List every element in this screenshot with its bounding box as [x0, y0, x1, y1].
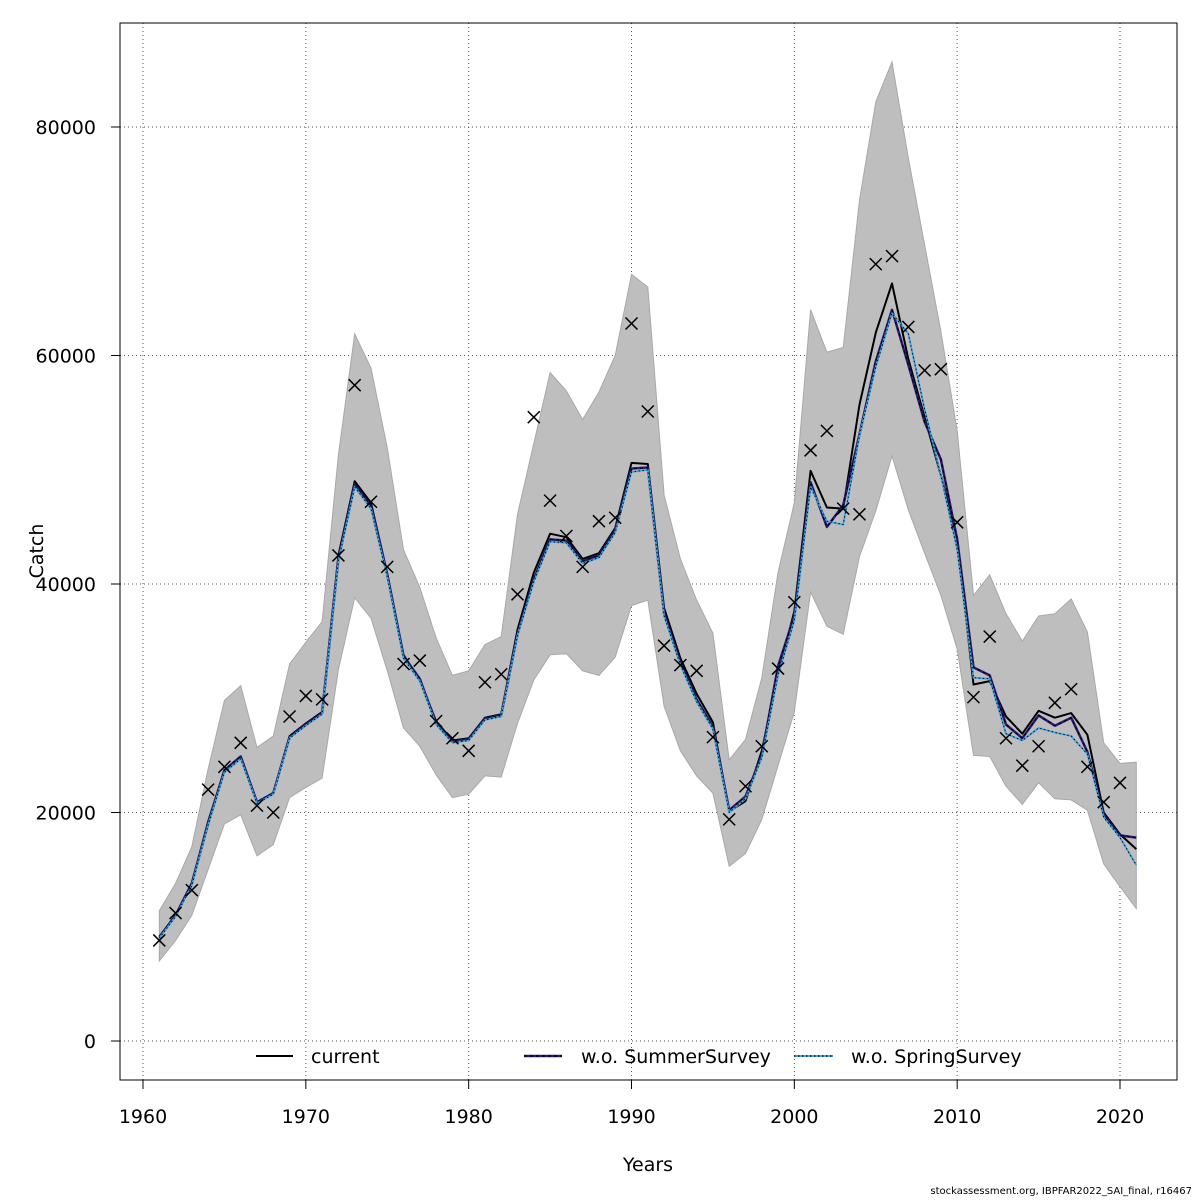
- observed-point-1992: [657, 639, 671, 653]
- observed-point-2006: [885, 249, 899, 263]
- observed-point-2008: [918, 363, 932, 377]
- observed-markers: [152, 249, 1127, 947]
- observed-point-2005: [869, 257, 883, 271]
- observed-point-1990: [624, 316, 639, 331]
- observed-point-1998: [755, 739, 769, 753]
- x-tick-label: 1970: [282, 1106, 330, 1128]
- x-tick-label: 2010: [933, 1106, 981, 1128]
- plot-frame: [119, 22, 1178, 1081]
- observed-point-1981: [478, 675, 492, 689]
- x-axis-title: Years: [622, 1154, 673, 1176]
- observed-point-1961: [152, 933, 166, 947]
- observed-point-1997: [738, 779, 753, 793]
- observed-point-2001: [804, 443, 818, 457]
- series-lines: [158, 282, 1138, 939]
- x-tick-label: 1960: [119, 1106, 167, 1128]
- observed-point-2014: [1015, 759, 1029, 773]
- series-line-w-o-springsurvey-overlay: [158, 312, 1137, 939]
- x-tick-label: 2020: [1096, 1106, 1144, 1128]
- observed-point-2011: [966, 690, 980, 704]
- observed-point-2013: [999, 731, 1013, 745]
- observed-point-2018: [1080, 760, 1094, 774]
- observed-point-2020: [1113, 776, 1127, 790]
- observed-point-1986: [559, 529, 573, 543]
- observed-point-1995: [706, 730, 720, 744]
- observed-point-1968: [266, 805, 280, 820]
- observed-point-1974: [364, 495, 378, 509]
- observed-point-2003: [836, 502, 850, 516]
- observed-point-1987: [576, 560, 590, 574]
- observed-point-2007: [901, 320, 915, 334]
- legend-label-spring: w.o. SpringSurvey: [851, 1046, 1022, 1068]
- observed-point-1962: [169, 906, 183, 920]
- observed-point-1967: [250, 799, 264, 813]
- observed-point-1989: [608, 511, 622, 525]
- observed-point-1978: [429, 714, 443, 728]
- x-tick-label: 1990: [607, 1106, 655, 1128]
- observed-point-1988: [592, 514, 606, 528]
- y-axis: 0 20000 40000 60000 80000: [36, 117, 120, 1053]
- observed-point-2004: [852, 507, 866, 521]
- observed-point-2002: [820, 424, 834, 438]
- x-tick-label: 1980: [444, 1106, 492, 1128]
- observed-point-2017: [1064, 682, 1078, 696]
- observed-point-1972: [331, 548, 345, 562]
- observed-point-1971: [315, 692, 329, 706]
- observed-point-1969: [283, 709, 297, 724]
- observed-point-1977: [413, 654, 427, 668]
- legend-label-summer: w.o. SummerSurvey: [581, 1046, 771, 1068]
- observed-point-1963: [185, 883, 199, 897]
- x-tick-label: 2000: [770, 1106, 818, 1128]
- observed-point-1979: [445, 731, 459, 745]
- observed-point-1975: [380, 560, 394, 574]
- observed-point-1984: [527, 410, 541, 424]
- observed-point-2010: [950, 515, 964, 529]
- observed-point-2009: [934, 362, 948, 376]
- observed-point-1976: [397, 657, 411, 671]
- observed-point-1993: [673, 658, 687, 672]
- observed-point-1980: [462, 744, 476, 758]
- y-tick-label: 60000: [36, 346, 96, 368]
- observed-point-2016: [1048, 696, 1062, 710]
- observed-point-1965: [217, 760, 231, 774]
- y-axis-title: Catch: [26, 524, 48, 579]
- observed-point-1994: [690, 664, 704, 678]
- observed-point-2012: [983, 630, 997, 644]
- y-tick-label: 80000: [36, 117, 96, 139]
- observed-point-2000: [787, 595, 801, 609]
- y-tick-label: 20000: [36, 803, 96, 825]
- y-tick-label: 0: [84, 1031, 96, 1053]
- observed-point-2019: [1097, 795, 1111, 809]
- footer-credit: stockassessment.org, IBPFAR2022_SAI_fina…: [930, 1186, 1192, 1197]
- observed-point-1985: [543, 494, 557, 508]
- legend-label-current: current: [311, 1046, 380, 1068]
- observed-point-1991: [641, 404, 655, 419]
- observed-point-1964: [201, 783, 215, 797]
- legend: current w.o. SummerSurvey w.o. SpringSur…: [256, 1046, 1022, 1068]
- x-axis: 1960 1970 1980 1990 2000 2010 2020: [119, 1080, 1144, 1128]
- observed-point-1973: [348, 378, 362, 392]
- observed-point-1970: [299, 689, 313, 703]
- observed-point-2015: [1032, 739, 1046, 753]
- y-tick-label: 40000: [36, 574, 96, 596]
- observed-point-1966: [234, 736, 248, 750]
- observed-point-1982: [494, 667, 508, 681]
- observed-point-1999: [771, 662, 785, 676]
- observed-point-1996: [722, 812, 736, 826]
- observed-point-1983: [510, 587, 525, 601]
